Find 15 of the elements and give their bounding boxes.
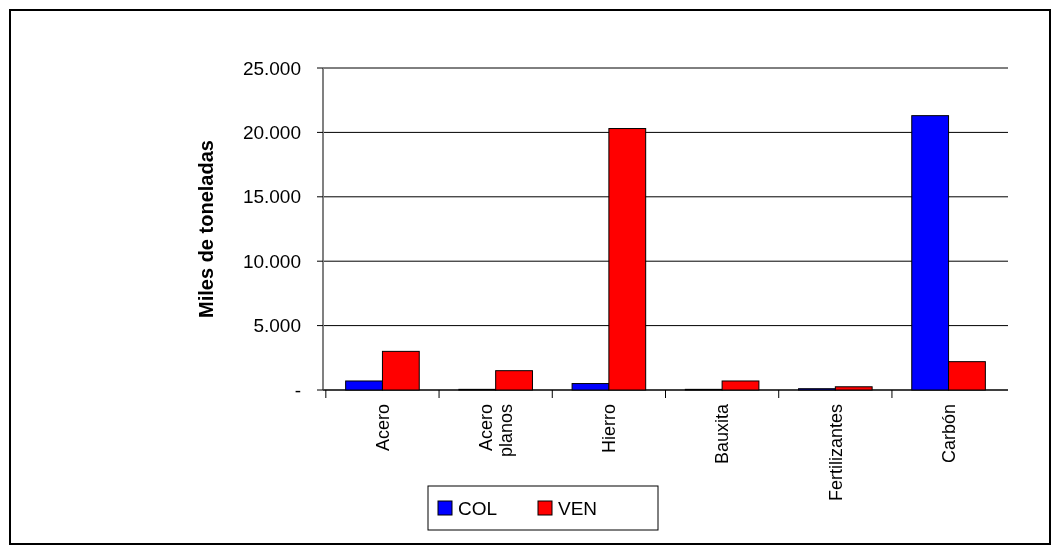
y-tick-label: 5.000	[253, 315, 301, 337]
x-tick-label: Bauxita	[712, 403, 733, 465]
legend-label: COL	[458, 497, 498, 519]
y-tick-label: -	[294, 379, 301, 401]
y-tick-label: 10.000	[242, 250, 301, 272]
y-tick-label: 20.000	[242, 122, 301, 144]
legend-label: VEN	[558, 497, 598, 519]
x-tick-label: Hierro	[599, 404, 620, 454]
x-tick-label: Acero planos	[476, 404, 516, 458]
x-tick-label: Fertilizantes	[825, 404, 846, 502]
y-axis-title: Miles de toneladas	[195, 140, 217, 318]
x-tick-label: Acero	[372, 404, 393, 452]
y-tick-label: 15.000	[242, 186, 301, 208]
x-tick-label: Carbón	[938, 404, 959, 464]
y-tick-label: 25.000	[242, 57, 301, 79]
